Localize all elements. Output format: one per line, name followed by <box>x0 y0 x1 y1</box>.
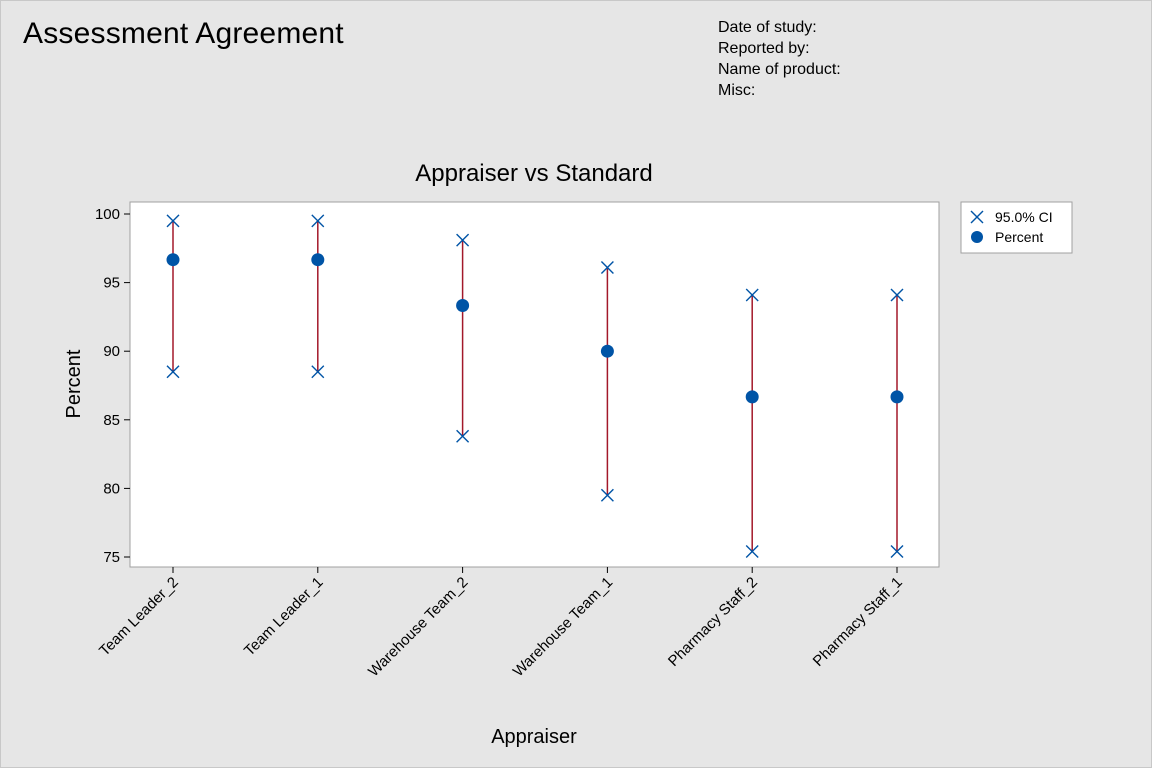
x-marker-stroke <box>600 261 614 275</box>
x-marker-stroke <box>745 288 759 302</box>
legend-x-marker <box>970 210 984 224</box>
ci-lines <box>172 220 898 552</box>
meta-name-of-product: Name of product: <box>718 61 841 78</box>
percent-points <box>166 253 904 404</box>
y-axis: 75 80 85 90 95 100 <box>95 206 130 566</box>
ci-upper-marker <box>456 233 470 247</box>
x-marker-stroke <box>456 429 470 443</box>
percent-point <box>166 253 180 267</box>
percent-point <box>311 253 325 267</box>
percent-point <box>456 299 470 313</box>
x-marker-stroke <box>166 365 180 379</box>
y-tick-label: 95 <box>103 275 120 292</box>
ci-upper-marker <box>745 288 759 302</box>
chart-title: Appraiser vs Standard <box>415 160 652 187</box>
x-tick-label: Pharmacy Staff_2 <box>665 574 761 670</box>
report-meta: Date of study: Reported by: Name of prod… <box>718 17 841 101</box>
x-tick-label: Team Leader_2 <box>96 574 182 660</box>
ci-upper-marker <box>166 214 180 228</box>
x-marker-stroke <box>311 214 325 228</box>
ci-upper-marker <box>311 214 325 228</box>
ci-lower-marker <box>456 429 470 443</box>
x-marker-stroke <box>600 488 614 502</box>
legend-box <box>960 201 1073 254</box>
report-title: Assessment Agreement <box>23 17 344 50</box>
ci-upper-marker <box>890 288 904 302</box>
ci-upper-marker <box>600 261 614 275</box>
legend-ci-label: 95.0% CI <box>995 209 1053 225</box>
y-tick-label: 75 <box>103 549 120 566</box>
x-tick-label: Warehouse Team_2 <box>365 574 471 680</box>
legend-percent-label: Percent <box>995 229 1043 245</box>
ci-lower-marker <box>166 365 180 379</box>
y-tick-label: 80 <box>103 480 120 497</box>
percent-point <box>745 390 759 404</box>
x-marker-stroke <box>311 365 325 379</box>
x-axis-label: Appraiser <box>491 726 577 748</box>
x-axis: Team Leader_2 Team Leader_1 Warehouse Team… <box>96 567 906 680</box>
x-marker-stroke <box>745 545 759 559</box>
meta-misc: Misc: <box>718 82 756 99</box>
ci-lower-marker <box>600 488 614 502</box>
x-tick-label: Pharmacy Staff_1 <box>810 574 906 670</box>
x-marker-stroke <box>166 214 180 228</box>
legend: 95.0% CI Percent <box>960 201 1073 254</box>
x-marker-stroke <box>890 288 904 302</box>
plot-area <box>129 201 940 568</box>
legend-percent-marker <box>971 231 983 243</box>
y-axis-label: Percent <box>63 349 85 418</box>
ci-lower-marker <box>311 365 325 379</box>
meta-date-of-study: Date of study: <box>718 19 817 36</box>
legend-ci-marker <box>970 210 984 224</box>
meta-reported-by: Reported by: <box>718 40 810 57</box>
percent-point <box>600 344 614 358</box>
x-tick-label: Warehouse Team_1 <box>510 574 616 680</box>
y-tick-label: 100 <box>95 206 120 223</box>
y-tick-label: 85 <box>103 412 120 429</box>
ci-markers <box>166 214 904 559</box>
y-tick-label: 90 <box>103 343 120 360</box>
x-marker-stroke <box>970 210 984 224</box>
ci-lower-marker <box>745 545 759 559</box>
ci-lower-marker <box>890 545 904 559</box>
x-tick-label: Team Leader_1 <box>241 574 327 660</box>
percent-point <box>890 390 904 404</box>
x-marker-stroke <box>456 233 470 247</box>
x-marker-stroke <box>890 545 904 559</box>
